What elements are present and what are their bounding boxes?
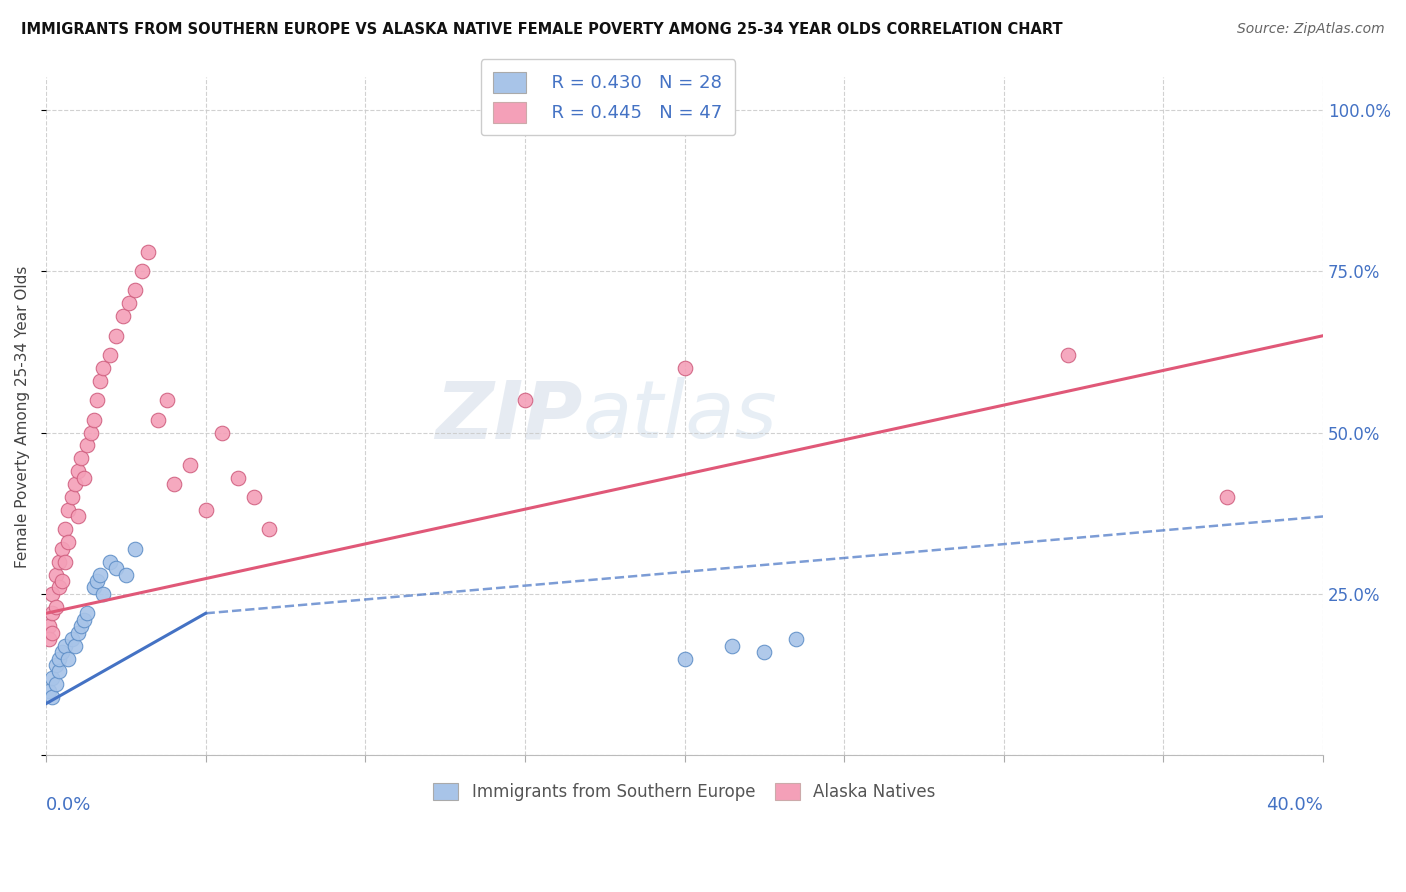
Point: [38, 619, 60, 633]
Point: [89, 567, 111, 582]
Text: atlas: atlas: [582, 377, 778, 456]
Point: [111, 310, 134, 324]
Point: [513, 393, 536, 408]
Point: [58, 535, 80, 549]
Point: [66, 509, 89, 524]
Point: [38, 683, 60, 698]
Point: [86, 574, 108, 588]
Point: [721, 639, 744, 653]
Point: [53, 522, 76, 536]
Point: [83, 412, 105, 426]
Point: [48, 581, 70, 595]
Point: [58, 651, 80, 665]
Point: [41, 607, 63, 621]
Point: [131, 264, 153, 278]
Point: [63, 639, 86, 653]
Text: 0.0%: 0.0%: [46, 796, 91, 814]
Point: [73, 471, 96, 485]
Point: [259, 522, 281, 536]
Point: [211, 425, 233, 440]
Point: [60, 490, 83, 504]
Point: [51, 645, 73, 659]
Point: [58, 503, 80, 517]
Point: [83, 581, 105, 595]
Point: [41, 625, 63, 640]
Point: [242, 490, 264, 504]
Point: [63, 477, 86, 491]
Point: [66, 464, 89, 478]
Point: [86, 393, 108, 408]
Point: [79, 425, 101, 440]
Point: [98, 348, 121, 362]
Point: [70, 619, 93, 633]
Point: [179, 458, 201, 472]
Point: [124, 284, 146, 298]
Point: [673, 651, 696, 665]
Point: [124, 541, 146, 556]
Point: [118, 296, 141, 310]
Text: Source: ZipAtlas.com: Source: ZipAtlas.com: [1237, 22, 1385, 37]
Point: [45, 567, 67, 582]
Point: [673, 361, 696, 376]
Point: [146, 412, 169, 426]
Point: [70, 451, 93, 466]
Text: ZIP: ZIP: [434, 377, 582, 456]
Point: [76, 607, 98, 621]
Point: [66, 625, 89, 640]
Y-axis label: Female Poverty Among 25-34 Year Olds: Female Poverty Among 25-34 Year Olds: [15, 265, 30, 567]
Point: [45, 677, 67, 691]
Point: [51, 574, 73, 588]
Point: [48, 665, 70, 679]
Point: [194, 503, 217, 517]
Point: [1056, 348, 1078, 362]
Point: [41, 587, 63, 601]
Point: [105, 328, 128, 343]
Point: [76, 438, 98, 452]
Point: [754, 645, 776, 659]
Text: IMMIGRANTS FROM SOUTHERN EUROPE VS ALASKA NATIVE FEMALE POVERTY AMONG 25-34 YEAR: IMMIGRANTS FROM SOUTHERN EUROPE VS ALASK…: [21, 22, 1063, 37]
Point: [41, 690, 63, 705]
Point: [136, 244, 159, 259]
Point: [163, 477, 186, 491]
Point: [1216, 490, 1239, 504]
Point: [60, 632, 83, 647]
Point: [114, 567, 136, 582]
Legend: Immigrants from Southern Europe, Alaska Natives: Immigrants from Southern Europe, Alaska …: [426, 777, 942, 808]
Point: [785, 632, 807, 647]
Point: [73, 613, 96, 627]
Point: [53, 555, 76, 569]
Point: [48, 555, 70, 569]
Point: [156, 393, 179, 408]
Point: [93, 587, 115, 601]
Point: [41, 671, 63, 685]
Point: [105, 561, 128, 575]
Point: [98, 555, 121, 569]
Point: [93, 361, 115, 376]
Text: 40.0%: 40.0%: [1267, 796, 1323, 814]
Point: [53, 639, 76, 653]
Point: [51, 541, 73, 556]
Point: [45, 599, 67, 614]
Point: [226, 471, 249, 485]
Point: [45, 657, 67, 672]
Point: [48, 651, 70, 665]
Point: [38, 632, 60, 647]
Point: [89, 374, 111, 388]
